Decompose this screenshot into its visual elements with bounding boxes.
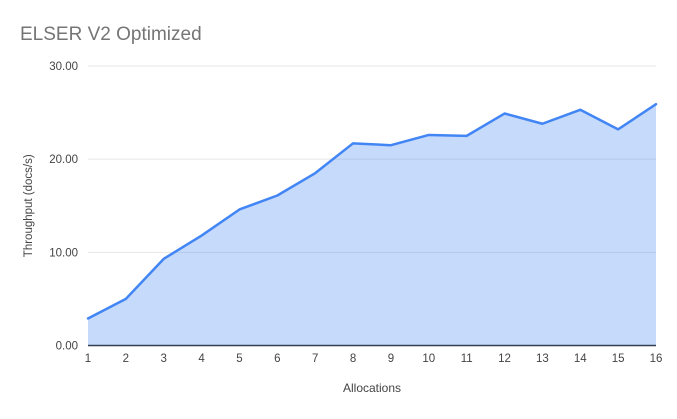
x-tick-label: 2 bbox=[123, 353, 129, 365]
y-tick-label: 10.00 bbox=[49, 247, 78, 259]
x-tick-label: 9 bbox=[388, 353, 394, 365]
x-tick-label: 5 bbox=[236, 353, 242, 365]
x-tick-label: 3 bbox=[161, 353, 167, 365]
x-tick-label: 8 bbox=[350, 353, 356, 365]
area-series-line bbox=[86, 102, 658, 320]
y-tick-label: 0.00 bbox=[56, 341, 78, 353]
x-tick-label: 10 bbox=[422, 353, 435, 365]
x-axis-title: Allocations bbox=[343, 381, 401, 395]
y-axis-title: Throughput (docs/s) bbox=[23, 154, 35, 257]
x-tick-label: 14 bbox=[574, 353, 587, 365]
x-tick-label: 6 bbox=[274, 353, 280, 365]
x-tick-label: 15 bbox=[612, 353, 625, 365]
x-tick-label: 16 bbox=[650, 353, 663, 365]
area-series-fill bbox=[88, 104, 656, 346]
x-tick-label: 4 bbox=[198, 353, 205, 365]
chart-title: ELSER V2 Optimized bbox=[20, 24, 202, 45]
x-tick-label: 12 bbox=[498, 353, 511, 365]
y-tick-label: 20.00 bbox=[49, 154, 78, 166]
x-tick-label: 7 bbox=[312, 353, 318, 365]
x-tick-label: 1 bbox=[85, 353, 91, 365]
x-tick-label: 13 bbox=[536, 353, 549, 365]
y-tick-label: 30.00 bbox=[49, 61, 78, 73]
x-tick-label: 11 bbox=[461, 353, 473, 365]
